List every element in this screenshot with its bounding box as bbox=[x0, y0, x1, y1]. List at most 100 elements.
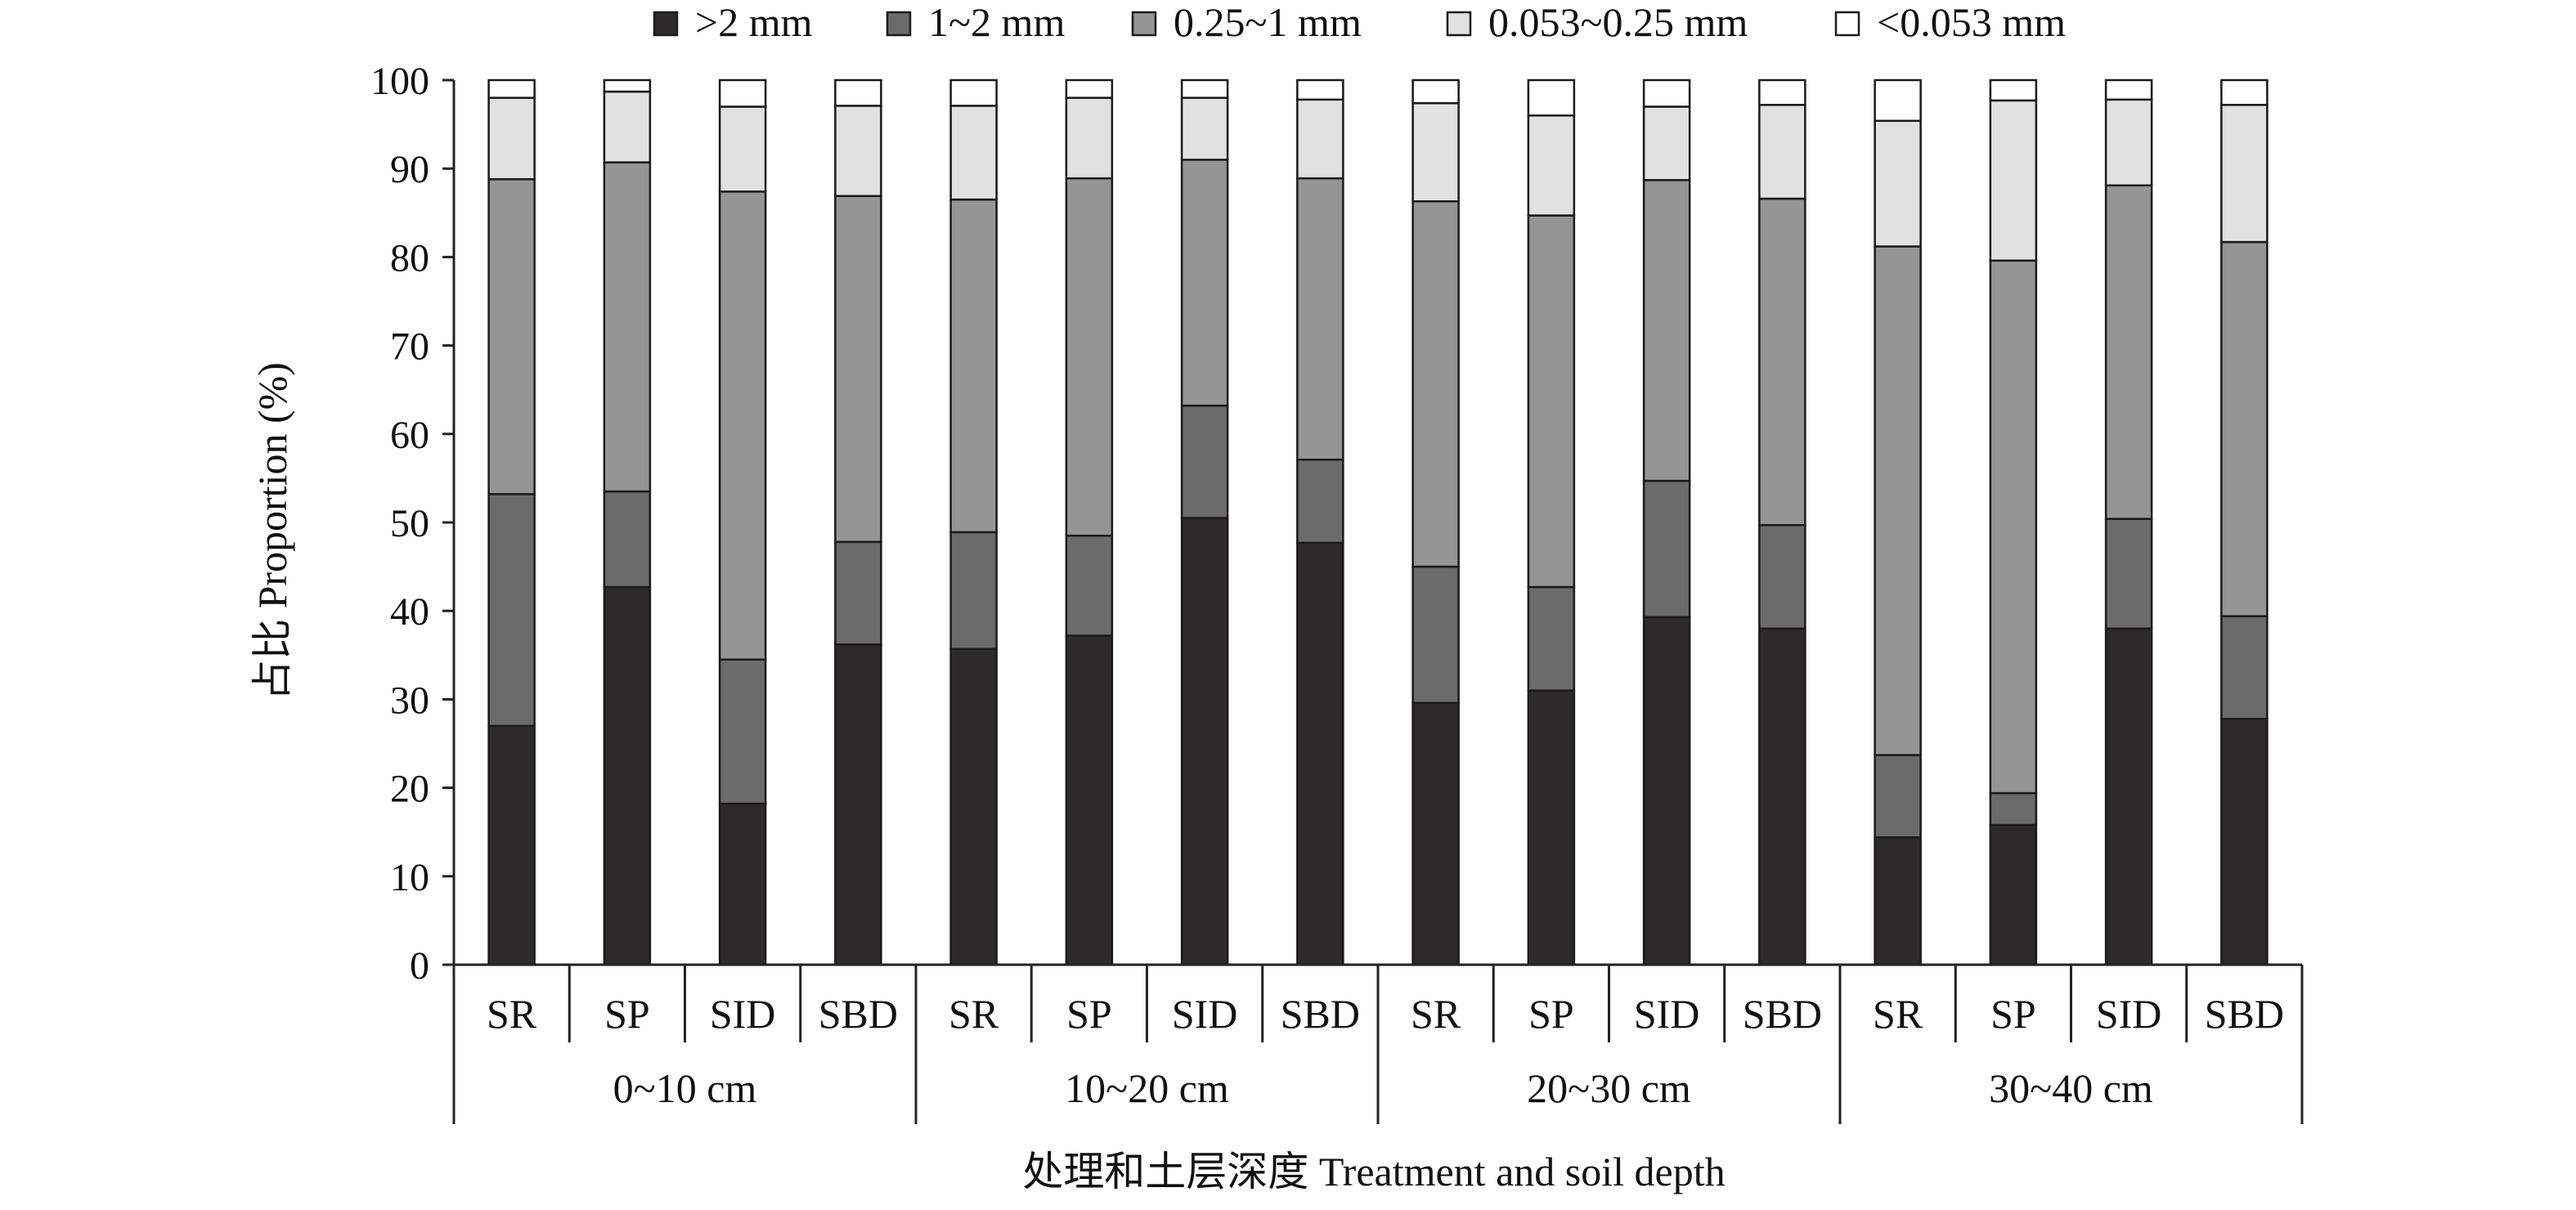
bar-stack-0-10-sp bbox=[603, 78, 652, 966]
x-tick-label: SBD bbox=[2205, 991, 2284, 1037]
bar-segment-4 bbox=[1989, 99, 2038, 262]
legend-label: >2 mm bbox=[695, 0, 813, 45]
bar-segment-5 bbox=[1411, 78, 1460, 105]
x-tick-label: SR bbox=[1873, 991, 1923, 1037]
group-label: 20~30 cm bbox=[1527, 1065, 1691, 1111]
bar-segment-1 bbox=[1065, 634, 1114, 966]
bar-segment-1 bbox=[1989, 823, 2038, 966]
bar-segment-3 bbox=[1642, 179, 1691, 482]
bar-stack-10-20-sr bbox=[949, 78, 998, 966]
group-label: 0~10 cm bbox=[613, 1065, 757, 1111]
bar-segment-4 bbox=[718, 105, 767, 193]
bar-segment-2 bbox=[487, 493, 536, 728]
bar-segment-2 bbox=[2104, 518, 2153, 630]
bar-stack-10-20-sp bbox=[1065, 78, 1114, 966]
bar-stack-0-10-sid bbox=[718, 78, 767, 966]
bar-segment-2 bbox=[1065, 534, 1114, 637]
bar-segment-1 bbox=[2104, 627, 2153, 966]
bar-segment-5 bbox=[1527, 78, 1576, 117]
x-tick-label: SP bbox=[1990, 991, 2036, 1037]
legend-label: 0.25~1 mm bbox=[1174, 0, 1362, 45]
legend: >2 mm 1~2 mm 0.25~1 mm 0.053~0.25 mm <0.053 … bbox=[653, 0, 2066, 45]
bar-stack-30-40-sid bbox=[2104, 78, 2153, 966]
bar-segment-1 bbox=[1180, 517, 1229, 966]
bar-segment-3 bbox=[1874, 245, 1922, 756]
bar-segment-4 bbox=[2104, 98, 2153, 187]
y-tick-label: 0 bbox=[410, 944, 429, 988]
bar-segment-5 bbox=[718, 78, 767, 108]
x-tick-label: SBD bbox=[1281, 991, 1360, 1037]
bar-stack-10-20-sbd bbox=[1296, 78, 1344, 966]
bar-segment-4 bbox=[1411, 101, 1460, 203]
y-axis: 0 10 20 30 40 50 60 70 80 90 100 bbox=[370, 60, 456, 988]
y-tick-label: 20 bbox=[390, 768, 429, 811]
bar-segment-4 bbox=[1758, 104, 1806, 200]
y-tick-label: 60 bbox=[390, 414, 429, 457]
x-tick-label: SP bbox=[604, 991, 650, 1037]
bar-segment-2 bbox=[1989, 791, 2038, 827]
x-tick-label: SBD bbox=[819, 991, 898, 1037]
y-tick-label: 10 bbox=[390, 856, 429, 899]
bar-segment-3 bbox=[1758, 197, 1806, 527]
group-label: 30~40 cm bbox=[1989, 1065, 2153, 1111]
y-axis-label: 占比 Proportion (%) bbox=[249, 362, 295, 701]
bar-segment-5 bbox=[1180, 78, 1229, 99]
bar-segment-2 bbox=[1527, 585, 1576, 692]
legend-swatch bbox=[1446, 11, 1472, 37]
group-label: 10~20 cm bbox=[1065, 1065, 1229, 1111]
y-tick-label: 30 bbox=[390, 679, 429, 722]
bar-segment-5 bbox=[2220, 78, 2269, 106]
bar-segment-3 bbox=[718, 190, 767, 661]
bar-segment-1 bbox=[1874, 836, 1922, 966]
bar-segment-5 bbox=[834, 78, 882, 107]
bar-segment-4 bbox=[1527, 114, 1576, 217]
bar-segment-5 bbox=[1874, 78, 1922, 123]
y-tick-label: 70 bbox=[390, 325, 429, 369]
y-tick-label: 40 bbox=[390, 590, 429, 634]
bar-segment-5 bbox=[1758, 78, 1806, 106]
bar-segment-3 bbox=[1989, 259, 2038, 795]
bar-segment-5 bbox=[1642, 78, 1691, 108]
bar-segment-3 bbox=[1296, 177, 1344, 461]
bar-segment-2 bbox=[1180, 404, 1229, 519]
bar-segment-2 bbox=[1758, 523, 1806, 630]
legend-swatch bbox=[1834, 11, 1860, 37]
bar-segment-1 bbox=[718, 802, 767, 966]
x-tick-label: SR bbox=[487, 991, 537, 1037]
legend-label: <0.053 mm bbox=[1877, 0, 2066, 45]
bar-segment-3 bbox=[603, 161, 652, 493]
bar-segment-3 bbox=[1527, 214, 1576, 589]
bar-segment-3 bbox=[949, 198, 998, 534]
bar-segment-5 bbox=[487, 78, 536, 99]
bar-segment-3 bbox=[1180, 159, 1229, 407]
legend-swatch bbox=[1131, 11, 1157, 37]
bar-stack-20-30-sid bbox=[1642, 78, 1691, 966]
bar-stack-20-30-sbd bbox=[1758, 78, 1806, 966]
bar-segment-1 bbox=[1527, 689, 1576, 966]
bar-segment-4 bbox=[1642, 105, 1691, 182]
bar-segment-4 bbox=[1874, 119, 1922, 248]
bar-segment-4 bbox=[1296, 98, 1344, 180]
x-tick-label: SID bbox=[1634, 991, 1700, 1037]
bar-segment-3 bbox=[2104, 184, 2153, 520]
bar-segment-3 bbox=[1065, 177, 1114, 537]
bar-stack-20-30-sp bbox=[1527, 78, 1576, 966]
x-tick-label: SR bbox=[1411, 991, 1461, 1037]
bar-segment-5 bbox=[1065, 78, 1114, 99]
legend-swatch bbox=[886, 11, 912, 37]
bar-segment-2 bbox=[834, 540, 882, 646]
bar-segment-1 bbox=[603, 585, 652, 966]
bar-segment-1 bbox=[1296, 541, 1344, 966]
bars bbox=[487, 78, 2269, 966]
bar-segment-1 bbox=[949, 648, 998, 966]
bar-segment-3 bbox=[2220, 240, 2269, 617]
bar-segment-5 bbox=[1296, 78, 1344, 101]
x-tick-label: SBD bbox=[1743, 991, 1822, 1037]
bar-stack-30-40-sp bbox=[1989, 78, 2038, 966]
bar-segment-4 bbox=[487, 96, 536, 181]
y-tick-label: 100 bbox=[370, 60, 429, 103]
bar-stack-30-40-sbd bbox=[2220, 78, 2269, 966]
bar-segment-5 bbox=[949, 78, 998, 107]
legend-label: 1~2 mm bbox=[928, 0, 1065, 45]
